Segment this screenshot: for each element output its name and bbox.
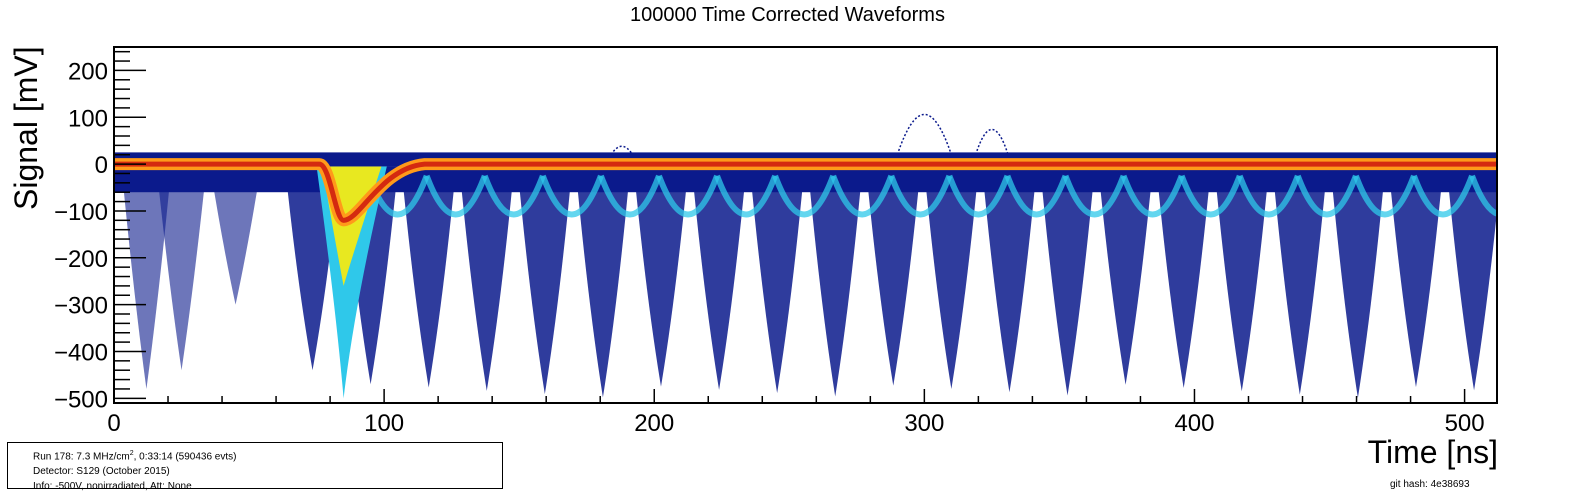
reflection-lobe [1505, 173, 1558, 393]
x-axis-label: Time [ns] [1367, 434, 1498, 470]
chart-title: 100000 Time Corrected Waveforms [630, 4, 945, 26]
reflection-lobe [750, 173, 804, 394]
secondary-pulse-arc [772, 174, 836, 218]
secondary-pulse-arc [1469, 174, 1497, 217]
git-hash: git hash: 4e38693 [1390, 479, 1470, 490]
early-lobe [211, 173, 260, 305]
x-tick-label: 200 [634, 410, 674, 437]
info-line-settings: Info: -500V, nonirradiated, Att: None [33, 481, 192, 493]
x-tick-label: 0 [107, 410, 120, 437]
reflection-lobe [401, 173, 456, 388]
reflection-lobe [1156, 173, 1211, 389]
secondary-pulse-arc [656, 174, 720, 218]
reflection-lobe [1098, 173, 1153, 385]
secondary-pulse-arc [1353, 174, 1417, 218]
axis-ticks [113, 50, 1466, 403]
reflection-lobe [866, 173, 921, 386]
info-line-run: Run 178: 7.3 MHz/cm2, 0:33:14 (590436 ev… [33, 446, 502, 464]
overshoot-trace [974, 128, 1009, 155]
run-info-box: Run 178: 7.3 MHz/cm2, 0:33:14 (590436 ev… [7, 442, 503, 492]
reflection-lobe [634, 173, 688, 387]
secondary-pulse-arc [1236, 174, 1301, 218]
x-tick-label: 500 [1445, 410, 1485, 437]
info-run-text: Run 178: 7.3 MHz/cm [33, 451, 130, 463]
secondary-pulse-arc [888, 174, 953, 218]
x-tick-label: 400 [1174, 410, 1214, 437]
x-tick-label: 100 [364, 410, 404, 437]
reflection-lobe [1215, 173, 1269, 392]
info-run-sup: 2 [129, 450, 134, 457]
reflection-lobe [460, 173, 514, 391]
y-tick-labels: −500 −400 −300 −200 −100 0 100 200 [54, 58, 108, 413]
reflection-lobe [1273, 173, 1327, 395]
overshoot-trace [610, 145, 634, 156]
secondary-pulse-arc [714, 174, 778, 218]
reflection-lobe [808, 173, 862, 397]
secondary-pulse-arc [1004, 174, 1069, 218]
secondary-pulse-arc [1062, 174, 1127, 218]
info-run-text-post: , 0:33:14 (590436 evts) [133, 451, 237, 463]
info-line-detector: Detector: S129 (October 2015) [33, 466, 170, 478]
y-tick-label: 100 [68, 105, 108, 132]
y-tick-label: 200 [68, 58, 108, 85]
y-tick-label: 0 [95, 152, 108, 179]
y-tick-label: −300 [54, 293, 108, 320]
early-lobe [122, 173, 171, 389]
reflection-lobe [1447, 173, 1497, 391]
reflection-lobe [692, 173, 746, 390]
secondary-pulse-arc [1120, 174, 1185, 218]
early-lobe [157, 173, 206, 371]
x-tick-labels: 0 100 200 300 400 500 [107, 410, 1484, 437]
y-tick-label: −200 [54, 246, 108, 273]
baseline-trace [114, 161, 1497, 223]
reflection-lobe [1331, 173, 1385, 398]
y-tick-label: −400 [54, 339, 108, 366]
reflection-lobe [576, 173, 630, 398]
y-tick-label: −100 [54, 199, 108, 226]
reflection-lobe [982, 173, 1037, 393]
heatmap-layer [114, 113, 1558, 399]
reflection-lobe [1040, 173, 1095, 396]
secondary-pulse-arc [1178, 174, 1243, 218]
secondary-pulse-arc [481, 174, 546, 218]
secondary-pulse-arc [830, 174, 895, 218]
y-tick-label: −500 [54, 386, 108, 413]
secondary-pulse-arc [1294, 174, 1359, 218]
plot-frame [113, 46, 1498, 404]
secondary-pulse-arc [1411, 174, 1475, 218]
x-tick-label: 300 [904, 410, 944, 437]
reflection-lobe [1389, 173, 1443, 388]
overshoot-trace [896, 113, 953, 155]
secondary-pulse-arc [540, 174, 604, 218]
reflection-lobe [518, 173, 572, 395]
secondary-pulse-arc [946, 174, 1011, 218]
y-axis-label: Signal [mV] [8, 46, 44, 210]
reflection-lobe [924, 173, 979, 389]
secondary-pulse-arc [423, 174, 488, 218]
secondary-pulse-arc [598, 174, 662, 218]
